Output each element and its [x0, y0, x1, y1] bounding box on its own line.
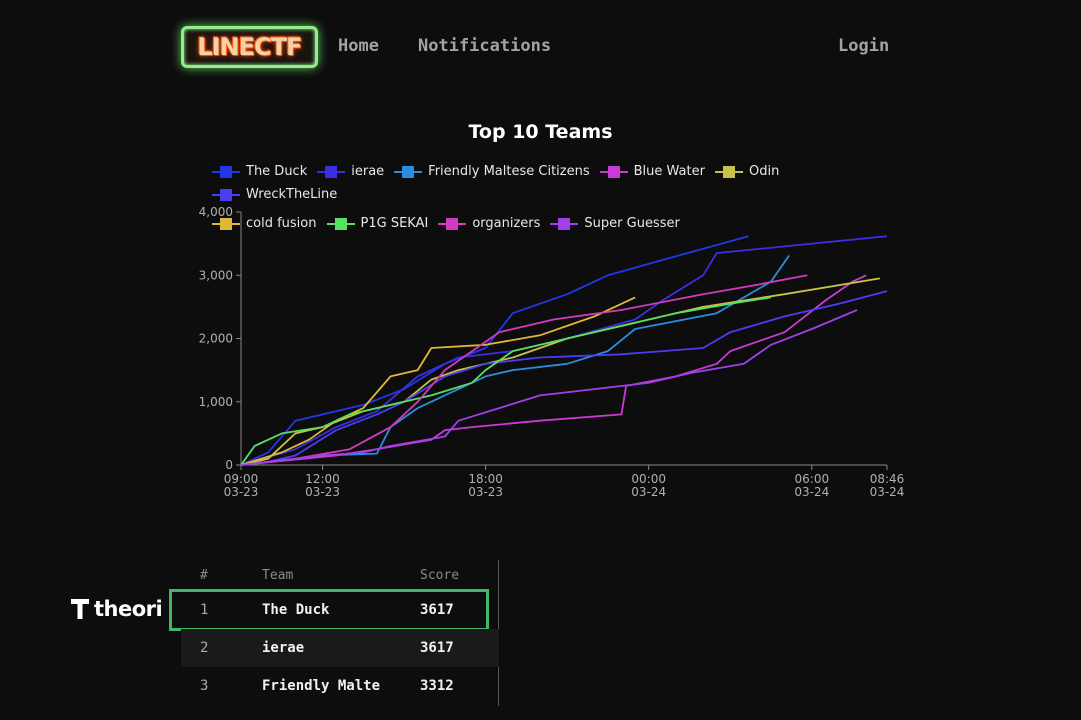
y-tick-label: 4,000: [199, 205, 233, 219]
row-rank: 2: [200, 640, 209, 656]
legend-item[interactable]: The Duck: [212, 163, 307, 180]
logo-text: LINECTF: [197, 33, 302, 61]
legend-item[interactable]: ierae: [317, 163, 384, 180]
legend-label: WreckTheLine: [246, 187, 338, 202]
linectf-logo[interactable]: LINECTF: [181, 26, 318, 68]
chart-title: Top 10 Teams: [468, 121, 613, 143]
x-tick-label-time: 09:00: [224, 472, 259, 486]
table-row[interactable]: 3 Friendly Malte 3312: [181, 667, 499, 705]
legend-item[interactable]: Friendly Maltese Citizens: [394, 163, 590, 180]
x-tick-label-date: 03-23: [224, 485, 259, 499]
series-line-wrecktheline: [240, 290, 888, 466]
legend-label: cold fusion: [246, 216, 317, 231]
x-tick-label-time: 08:46: [870, 472, 905, 486]
y-tick-label: 0: [225, 458, 233, 472]
legend-item[interactable]: cold fusion: [212, 215, 317, 232]
series-line-cold-fusion: [240, 296, 636, 466]
legend-label: The Duck: [246, 164, 308, 179]
row-team[interactable]: ierae: [262, 640, 305, 656]
legend-swatch: [326, 217, 355, 230]
nav-notifications-link[interactable]: Notifications: [418, 36, 552, 56]
legend-label: Odin: [748, 164, 780, 179]
x-tick-label-time: 18:00: [468, 472, 503, 486]
x-tick-label-time: 00:00: [631, 472, 666, 486]
legend-swatch: [599, 165, 628, 178]
row-score: 3312: [420, 678, 454, 694]
row-team[interactable]: Friendly Malte: [262, 678, 381, 694]
legend-item[interactable]: organizers: [438, 215, 540, 232]
legend-item[interactable]: WreckTheLine: [212, 186, 337, 203]
x-tick-label-date: 03-24: [794, 485, 829, 499]
series-line-organizers: [240, 274, 808, 466]
series-line-ierae: [240, 235, 888, 466]
legend-label: ierae: [351, 164, 385, 179]
row-score: 3617: [420, 640, 454, 656]
nav-home-link[interactable]: Home: [338, 36, 379, 56]
row-score: 3617: [420, 602, 454, 618]
series-line-blue-water: [240, 274, 867, 466]
legend-label: Friendly Maltese Citizens: [428, 164, 590, 179]
legend-swatch: [550, 217, 579, 230]
x-tick-label-date: 03-24: [631, 485, 666, 499]
legend-item[interactable]: Odin: [714, 163, 780, 180]
scoreboard-table: # Team Score 1 The Duck 3617 2 ierae 361…: [169, 560, 499, 705]
theori-name: theori: [94, 597, 163, 621]
legend-item[interactable]: Blue Water: [599, 163, 705, 180]
chart-legend: The Duck ierae Friendly Maltese Citizens Bl…: [212, 163, 902, 232]
x-tick-label-time: 12:00: [305, 472, 340, 486]
legend-swatch: [317, 165, 346, 178]
legend-swatch: [212, 188, 240, 201]
series-line-p1g-sekai: [240, 296, 772, 466]
legend-label: organizers: [472, 216, 541, 231]
series-line-super-guesser: [240, 309, 858, 466]
row-team[interactable]: The Duck: [262, 602, 330, 618]
row-rank: 3: [200, 678, 209, 694]
legend-swatch: [212, 217, 240, 230]
legend-swatch: [714, 165, 743, 178]
theori-logo: theori: [70, 597, 163, 621]
row-rank: 1: [200, 602, 209, 618]
legend-label: Super Guesser: [584, 216, 680, 231]
y-tick-label: 2,000: [199, 332, 233, 346]
header-score: Score: [420, 568, 460, 583]
legend-item[interactable]: P1G SEKAI: [326, 215, 429, 232]
legend-label: P1G SEKAI: [360, 216, 429, 231]
theori-t-icon: [71, 599, 89, 619]
x-tick-label-date: 03-24: [870, 485, 905, 499]
header-rank: #: [200, 568, 208, 583]
x-tick-label-time: 06:00: [795, 472, 830, 486]
legend-label: Blue Water: [633, 164, 705, 179]
y-tick-label: 3,000: [199, 268, 233, 282]
y-tick-label: 1,000: [199, 395, 233, 409]
legend-swatch: [212, 165, 240, 178]
x-tick-label-date: 03-23: [468, 485, 503, 499]
table-row[interactable]: 2 ierae 3617: [181, 629, 499, 667]
header-team: Team: [262, 568, 294, 583]
x-tick-label-date: 03-23: [305, 485, 340, 499]
table-row[interactable]: 1 The Duck 3617: [169, 589, 489, 631]
legend-swatch: [394, 165, 423, 178]
series-line-odin: [240, 277, 880, 466]
nav-login-link[interactable]: Login: [838, 36, 890, 56]
table-header: # Team Score: [181, 560, 499, 591]
legend-item[interactable]: Super Guesser: [550, 215, 680, 232]
legend-swatch: [438, 217, 467, 230]
